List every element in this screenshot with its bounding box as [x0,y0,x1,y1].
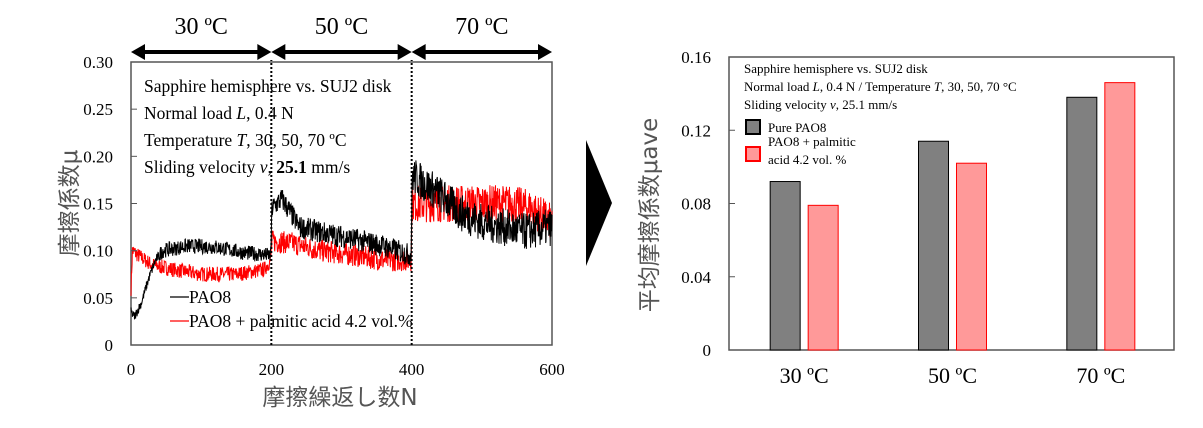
temperature-segments: 30 ºC 50 ºC 70 ºC [131,14,552,60]
friction-time-chart: 30 ºC 50 ºC 70 ºC 0 0.05 0.10 0.15 0.20 0.25 0.3… [57,14,565,411]
segment-double-arrow: 70 ºC [411,14,552,60]
y-tick-label: 0.16 [681,48,711,67]
annotation-line: Sapphire hemisphere vs. SUJ2 disk [144,76,392,96]
y-tick-label: 0.15 [83,195,113,214]
arrow-right-head-icon [257,44,272,60]
arrow-left-head-icon [411,44,426,60]
average-friction-bar-chart: 0 0.04 0.08 0.12 0.16 30 ºC 50 ºC 70 ºC Sapphi… [637,48,1175,388]
x-tick-label: 600 [539,360,565,379]
arrow-right-head-icon [538,44,552,60]
y-tick-label: 0 [703,341,712,360]
x-tick-label: 0 [127,360,136,379]
series-line [130,185,553,296]
y-axis-ticks: 0 0.05 0.10 0.15 0.20 0.25 0.30 [83,53,137,355]
y-tick-label: 0 [105,336,114,355]
y-tick-label: 0.12 [681,121,711,140]
x-tick-label: 200 [259,360,285,379]
legend-label: PAO8 + palmitic acid 4.2 vol.% [189,311,413,331]
segment-double-arrow: 30 ºC [131,14,272,60]
bar [769,181,801,351]
segment-temperature-label: 50 ºC [315,14,368,40]
legend-item: PAO8 + palmitic acid 4.2 vol.% [170,311,413,331]
conditions-annotation: Sapphire hemisphere vs. SUJ2 disk Normal … [744,61,1017,112]
category-label: 70 ºC [1076,363,1125,388]
bars [769,82,1136,351]
x-axis-label: 摩擦繰返し数N [262,385,417,411]
legend-swatch [745,146,761,162]
x-tick-label: 400 [399,360,425,379]
legend-item: PAO8 [170,287,231,307]
category-label: 50 ºC [928,363,977,388]
category-label: 30 ºC [780,363,829,388]
legend-label: PAO8 [189,287,231,307]
bar [918,140,949,351]
series-lines [130,160,553,320]
y-axis-label: 平均摩擦係数μave [637,118,663,313]
y-tick-label: 0.20 [83,147,113,166]
arrow-left-head-icon [131,44,145,60]
bar [807,204,839,351]
legend-item: PAO8 + palmitic acid 4.2 vol. % [745,134,856,167]
segment-temperature-label: 30 ºC [174,14,227,40]
legend-swatch [745,119,761,135]
annotation-line: Temperature T, 30, 50, 70 ºC [144,130,347,150]
x-axis-ticks: 0 200 400 600 [127,360,565,379]
annotation-line: Sliding velocity v, 25.1 mm/s [144,157,350,177]
y-tick-label: 0.10 [83,242,113,261]
segment-temperature-label: 70 ºC [455,14,508,40]
annotation-line: Normal load L, 0.4 N [144,103,294,123]
y-tick-label: 0.30 [83,53,113,72]
arrow-left-head-icon [271,44,286,60]
annotation-line: Normal load L, 0.4 N / Temperature T, 30… [744,79,1017,94]
y-tick-label: 0.08 [681,195,711,214]
bar [956,162,987,351]
legend-label: PAO8 + palmitic [768,134,856,149]
arrow-right-head-icon [397,44,412,60]
y-axis-label: 摩擦係数μ [57,149,83,256]
annotation-line: Sliding velocity v, 25.1 mm/s [744,97,897,112]
y-tick-label: 0.25 [83,100,113,119]
arrow-right-icon [586,140,612,266]
y-tick-label: 0.05 [83,289,113,308]
segment-dividers [270,60,413,345]
conditions-annotation: Sapphire hemisphere vs. SUJ2 disk Normal … [144,76,392,177]
x-axis-categories: 30 ºC 50 ºC 70 ºC [780,363,1126,388]
y-axis-ticks: 0 0.04 0.08 0.12 0.16 [681,48,735,360]
legend-item: Pure PAO8 [745,119,826,135]
series-line [130,160,553,320]
bar [1104,82,1136,351]
legend-label: Pure PAO8 [768,120,826,135]
legend: PAO8 PAO8 + palmitic acid 4.2 vol.% [170,287,413,331]
legend-label: acid 4.2 vol. % [768,152,847,167]
segment-double-arrow: 50 ºC [271,14,412,60]
bar [1066,96,1098,351]
y-tick-label: 0.04 [681,268,711,287]
annotation-line: Sapphire hemisphere vs. SUJ2 disk [744,61,928,76]
